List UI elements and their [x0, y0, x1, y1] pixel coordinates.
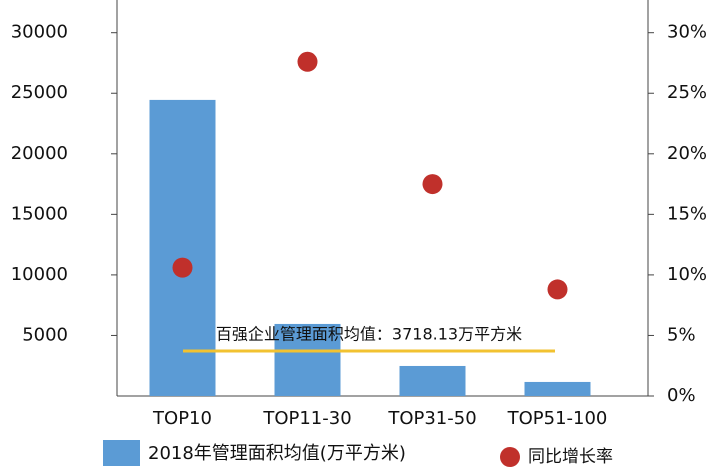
y-tick-label: 15000: [11, 203, 68, 224]
bar: [149, 99, 216, 396]
x-tick-label: TOP31-50: [387, 408, 476, 429]
x-tick-label: TOP51-100: [507, 408, 608, 429]
dot: [297, 51, 318, 72]
bar: [274, 323, 341, 396]
y-tick-label: 30000: [11, 22, 68, 43]
y2-tick-label: 15%: [667, 203, 707, 224]
y2-tick-label: 25%: [667, 82, 707, 103]
y-tick-label: 20000: [11, 143, 68, 164]
legend-swatch: [500, 447, 520, 467]
y-tick-label: 25000: [11, 82, 68, 103]
dot: [172, 257, 193, 278]
y-tick-label: 10000: [11, 264, 68, 285]
y2-tick-label: 10%: [667, 264, 707, 285]
dot: [547, 279, 568, 300]
dot: [422, 174, 443, 195]
bar: [524, 381, 591, 396]
y2-tick-label: 5%: [667, 324, 696, 345]
x-tick-label: TOP10: [152, 408, 212, 429]
y2-tick-label: 20%: [667, 143, 707, 164]
legend-label: 同比增长率: [528, 447, 613, 467]
bar: [399, 365, 466, 396]
y-tick-label: 5000: [22, 324, 68, 345]
y2-tick-label: 0%: [667, 385, 696, 406]
reference-label: 百强企业管理面积均值：3718.13万平方米: [216, 324, 522, 343]
legend-swatch: [103, 440, 140, 466]
x-tick-label: TOP11-30: [262, 408, 351, 429]
y2-tick-label: 30%: [667, 22, 707, 43]
legend-label: 2018年管理面积均值(万平方米): [148, 443, 406, 464]
